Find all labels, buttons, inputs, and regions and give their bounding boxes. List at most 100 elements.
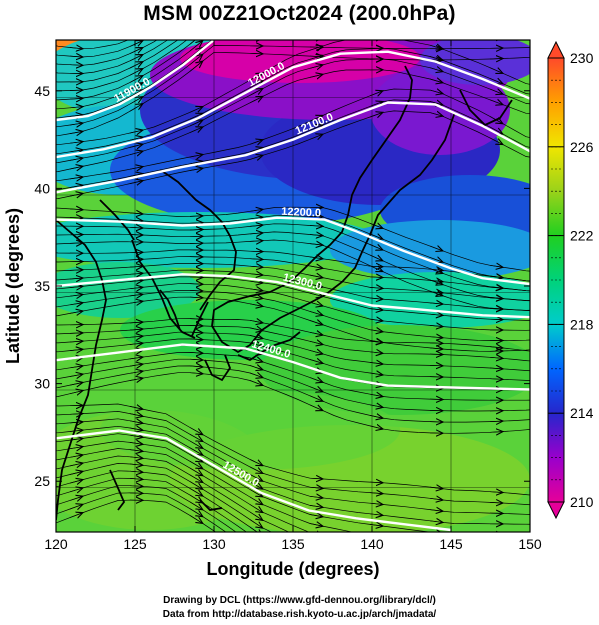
streamline-arrow	[490, 6, 502, 7]
streamline-arrow	[69, 311, 82, 313]
colorbar-tick-label: 218	[570, 316, 594, 332]
streamline-arrow	[189, 474, 202, 482]
streamline-arrow	[489, 265, 502, 267]
streamline-arrow	[189, 352, 202, 353]
streamline-arrow	[129, 69, 142, 76]
streamline-arrow	[249, 97, 262, 104]
streamline-arrow	[189, 168, 202, 170]
streamline-arrow	[129, 428, 142, 430]
streamline-arrow	[490, 555, 502, 556]
y-tick-label: 40	[34, 180, 50, 196]
streamline-arrow	[130, 34, 142, 39]
streamline-arrow	[309, 116, 322, 121]
streamline-arrow	[69, 218, 82, 219]
streamline	[56, 58, 530, 164]
height-contour	[56, 50, 530, 159]
streamline	[56, 455, 290, 532]
streamline-arrow	[189, 359, 202, 360]
streamline-arrow	[129, 486, 142, 487]
streamline-arrow	[310, 587, 322, 592]
streamline-arrow	[69, 132, 82, 134]
streamline-arrow	[129, 442, 142, 444]
streamline-arrow	[249, 217, 262, 219]
streamline-arrow	[310, 19, 322, 20]
streamline-arrow	[69, 303, 82, 305]
streamline-arrow	[249, 519, 262, 528]
streamline-arrow	[69, 167, 82, 170]
streamline	[56, 88, 530, 182]
streamline-arrow	[129, 174, 142, 177]
streamline-arrow	[129, 83, 142, 90]
streamline-arrow	[250, 535, 262, 544]
streamline-arrow	[189, 121, 202, 126]
streamline-arrow	[249, 274, 262, 275]
coastline	[56, 65, 513, 521]
streamline-arrow	[129, 371, 142, 373]
streamline	[56, 249, 530, 282]
streamline-arrow	[129, 280, 142, 281]
streamline	[56, 40, 196, 101]
streamline-arrow	[249, 140, 262, 144]
streamline-arrow	[129, 97, 142, 105]
streamline-arrow	[250, 550, 262, 559]
streamline-arrow	[189, 41, 202, 52]
streamline-arrow	[489, 298, 502, 299]
streamline-arrow	[489, 347, 502, 348]
streamline-arrow	[69, 56, 82, 57]
streamline-arrow	[189, 290, 202, 291]
streamline	[56, 40, 213, 119]
streamline-arrow	[429, 269, 442, 270]
streamline-arrow	[309, 226, 322, 227]
streamline	[56, 440, 354, 532]
streamline-arrow	[249, 328, 262, 331]
streamline-arrow	[370, 620, 382, 624]
streamline-arrow	[129, 450, 142, 452]
streamline-arrow	[249, 366, 262, 370]
streamline-arrow	[129, 301, 142, 303]
streamline-arrow	[69, 333, 82, 334]
streamline	[56, 499, 217, 532]
streamline-arrow	[490, 16, 502, 17]
x-axis-title: Longitude (degrees)	[206, 559, 379, 579]
streamline-arrow	[250, 0, 262, 1]
streamline-arrow	[189, 277, 202, 278]
streamline-arrow	[429, 521, 442, 523]
streamline-arrow	[69, 391, 82, 394]
streamline-arrow	[309, 235, 322, 236]
x-axis: 120 125 130 135 140 145 150	[44, 40, 542, 552]
streamline-arrow	[249, 266, 262, 267]
streamline	[56, 352, 530, 401]
x-tick-label: 145	[439, 536, 463, 552]
streamline-arrow	[370, 5, 382, 6]
streamline	[56, 47, 530, 155]
streamline-arrow	[69, 513, 82, 518]
streamline-arrow	[69, 177, 82, 179]
streamline-arrow	[190, 14, 202, 24]
streamline-arrow	[129, 457, 142, 458]
streamline	[56, 215, 530, 282]
streamline-arrow	[189, 440, 202, 448]
streamline-arrow	[249, 526, 262, 532]
streamline-arrow	[310, 551, 322, 554]
streamline-arrow	[190, 0, 202, 4]
streamline	[56, 45, 530, 128]
streamline-arrow	[430, 555, 442, 556]
streamline-arrow	[189, 48, 202, 58]
x-tick-label: 125	[123, 536, 147, 552]
streamline-arrow	[189, 155, 202, 157]
streamline-arrow	[310, 0, 322, 1]
streamline-arrow	[309, 396, 322, 401]
streamline-arrow	[429, 45, 442, 49]
streamline-arrow	[309, 387, 322, 392]
streamline-arrow	[189, 427, 202, 435]
streamline-arrow	[129, 478, 142, 479]
streamline-arrow	[429, 325, 442, 326]
streamline	[56, 40, 188, 92]
streamline-arrow	[309, 65, 322, 68]
streamline-arrow	[370, 588, 382, 591]
streamline-arrow	[129, 336, 142, 337]
streamline-arrow	[129, 322, 142, 323]
streamline-arrow	[189, 114, 202, 119]
streamline	[56, 231, 530, 301]
streamline	[56, 40, 530, 146]
